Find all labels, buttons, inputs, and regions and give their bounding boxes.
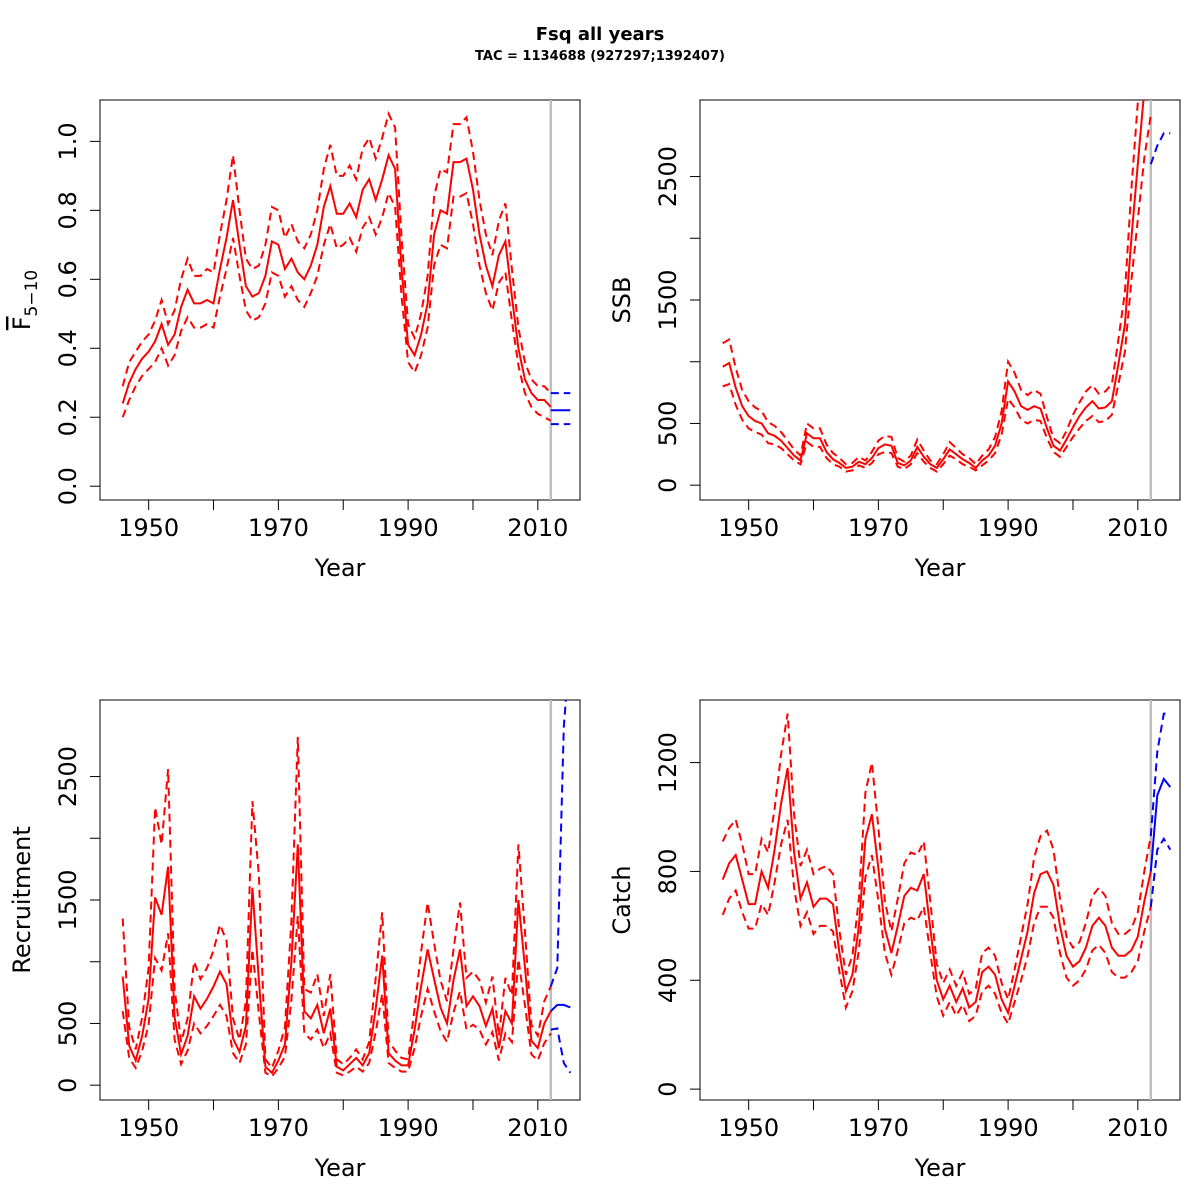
catch-y-tick-label: 0: [654, 1081, 682, 1096]
catch-estimate-line: [721, 767, 1152, 1016]
catch-upper-line: [721, 713, 1152, 1003]
fbar-upper-line: [121, 110, 552, 394]
ssb-x-axis-label: Year: [914, 554, 966, 582]
ssb-y-tick-label: 0: [654, 478, 682, 493]
fbar-plot-frame: [99, 99, 581, 501]
ssb-y-tick-label: 2500: [654, 146, 682, 207]
fbar-panel: 1950 1970 1990 2010 0.0 0.2 0.4 0.6 0.8 1.0 Year F5…: [8, 99, 581, 582]
recruitment-x-tick-label: 2010: [507, 1114, 568, 1142]
recruitment-forecast-lower-line: [550, 1027, 572, 1074]
fbar-y-tick-label: 0.0: [54, 467, 82, 505]
ssb-y-tick-label: 500: [654, 401, 682, 447]
fbar-y-tick-label: 0.2: [54, 398, 82, 436]
fbar-y-axis-label: F5−10: [8, 270, 42, 331]
ssb-lower-line: [722, 114, 1152, 473]
recruitment-series-group: [121, 700, 572, 1078]
ssb-panel: 1950 1970 1990 2010 0 500 1500 2500 Year SSB: [608, 10, 1181, 582]
catch-series-group: [721, 712, 1172, 1027]
catch-y-tick-label: 1200: [654, 732, 682, 793]
recruitment-y-tick-label: 1500: [54, 869, 82, 930]
ssb-upper-line: [722, 100, 1139, 466]
ssb-forecast-line: [1151, 10, 1171, 41]
recruitment-y-axis-label: Recruitment: [8, 826, 36, 973]
fbar-x-tick-label: 1970: [248, 514, 309, 542]
fbar-x-tick-label: 1950: [118, 514, 179, 542]
recruitment-plot-frame: [99, 699, 581, 1101]
catch-plot-frame: [699, 699, 1181, 1101]
recruitment-upper-line: [121, 736, 552, 1070]
fbar-estimate-line: [121, 152, 552, 408]
ssb-x-tick-label: 1970: [848, 514, 909, 542]
ssb-series-group: [722, 10, 1171, 473]
recruitment-panel: 1950 1970 1990 2010 0 500 1500 2500 Year Recruitm…: [8, 699, 581, 1182]
recruitment-forecast-line: [550, 1003, 571, 1012]
ssb-x-tick-label: 1990: [978, 514, 1039, 542]
fbar-y-tick-label: 1.0: [54, 122, 82, 160]
catch-x-axis-label: Year: [914, 1154, 966, 1182]
fbar-y-tick-label: 0.8: [54, 191, 82, 229]
fbar-y-tick-label: 0.6: [54, 260, 82, 298]
fbar-lower-line: [121, 190, 552, 422]
figure-title: Fsq all years: [536, 24, 665, 45]
recruitment-x-axis-label: Year: [314, 1154, 366, 1182]
catch-forecast-line: [1149, 776, 1172, 872]
ssb-x-tick-label: 2010: [1107, 514, 1168, 542]
ssb-forecast-lower-line: [1149, 132, 1171, 165]
catch-x-tick-label: 1970: [848, 1114, 909, 1142]
catch-y-axis-label: Catch: [608, 865, 636, 934]
recruitment-x-tick-label: 1990: [378, 1114, 439, 1142]
recruitment-estimate-line: [121, 844, 552, 1075]
catch-forecast-upper-line: [1149, 712, 1171, 837]
fbar-y-tick-label: 0.4: [54, 329, 82, 367]
recruitment-forecast-upper-line: [549, 700, 567, 987]
catch-x-tick-label: 1950: [718, 1114, 779, 1142]
catch-y-tick-label: 800: [654, 849, 682, 895]
catch-panel: 1950 1970 1990 2010 0 400 800 1200 Year Catch: [608, 699, 1181, 1182]
ssb-plot-frame: [699, 99, 1181, 501]
figure-subtitle: TAC = 1134688 (927297;1392407): [475, 49, 725, 64]
ssb-estimate-line: [722, 100, 1145, 470]
fbar-x-tick-label: 1990: [378, 514, 439, 542]
fbar-x-axis-label: Year: [314, 554, 366, 582]
ssb-y-axis-label: SSB: [608, 277, 636, 324]
recruitment-y-tick-label: 2500: [54, 746, 82, 807]
catch-forecast-lower-line: [1149, 836, 1172, 907]
recruitment-x-tick-label: 1970: [248, 1114, 309, 1142]
recruitment-x-tick-label: 1950: [118, 1114, 179, 1142]
catch-y-tick-label: 400: [654, 957, 682, 1003]
recruitment-y-tick-label: 500: [54, 1001, 82, 1047]
recruitment-y-tick-label: 0: [54, 1078, 82, 1093]
catch-x-tick-label: 1990: [978, 1114, 1039, 1142]
recruitment-lower-line: [121, 915, 552, 1078]
fbar-series-group: [121, 110, 571, 426]
catch-x-tick-label: 2010: [1107, 1114, 1168, 1142]
catch-lower-line: [721, 819, 1152, 1027]
ssb-x-tick-label: 1950: [718, 514, 779, 542]
fbar-x-tick-label: 2010: [507, 514, 568, 542]
ssb-y-tick-label: 1500: [654, 269, 682, 330]
